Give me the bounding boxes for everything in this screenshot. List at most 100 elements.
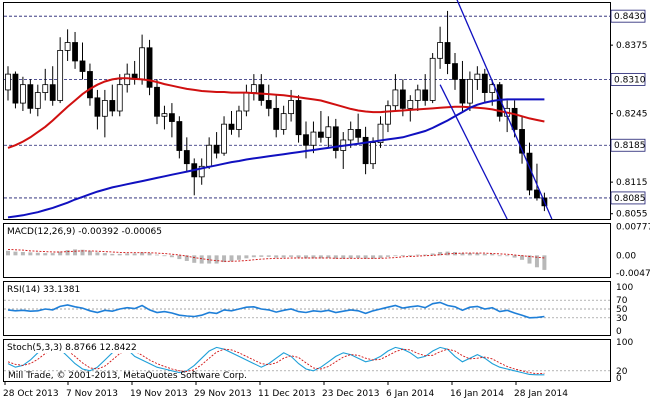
macd-bar bbox=[80, 249, 85, 256]
candle-body bbox=[295, 100, 302, 136]
macd-bar bbox=[534, 255, 539, 268]
candle-body bbox=[385, 105, 391, 125]
candle-body bbox=[474, 73, 481, 80]
macd-bar bbox=[296, 255, 301, 258]
candle-body bbox=[176, 121, 183, 151]
candle-body bbox=[168, 113, 175, 122]
macd-bar bbox=[423, 254, 428, 256]
candle-body bbox=[236, 110, 242, 130]
macd-bar bbox=[251, 255, 256, 258]
rsi-line bbox=[7, 301, 545, 319]
candle-body bbox=[534, 189, 540, 199]
candle-body bbox=[27, 84, 34, 109]
candle-body bbox=[519, 129, 525, 154]
macd-bar bbox=[266, 255, 271, 257]
candle-body bbox=[109, 100, 116, 112]
candle-body bbox=[317, 131, 324, 138]
macd-bar bbox=[512, 255, 517, 258]
candle-body bbox=[429, 57, 436, 101]
x-tick-label: 6 Jan 2014 bbox=[386, 389, 434, 399]
channel-lower-line bbox=[439, 84, 508, 220]
candle-body bbox=[213, 144, 220, 154]
macd-bar bbox=[95, 252, 100, 256]
macd-layer bbox=[6, 248, 547, 270]
macd-bar bbox=[527, 255, 532, 264]
macd-bar bbox=[192, 255, 197, 263]
macd-bar bbox=[371, 255, 376, 259]
candle-body bbox=[34, 92, 41, 109]
candle-body bbox=[250, 84, 257, 93]
macd-bar bbox=[304, 255, 308, 259]
macd-bar bbox=[229, 255, 234, 262]
macd-bar bbox=[326, 255, 331, 258]
macd-bar bbox=[58, 251, 63, 256]
macd-bar bbox=[244, 255, 249, 259]
macd-bar bbox=[50, 253, 55, 256]
price-box bbox=[610, 72, 646, 86]
candle-body bbox=[161, 113, 168, 117]
rsi-label: RSI(14) 33.1381 bbox=[7, 285, 80, 295]
macd-bar bbox=[102, 253, 107, 256]
macd-bar bbox=[281, 255, 286, 258]
macd-bar bbox=[393, 255, 398, 257]
candle-body bbox=[280, 113, 287, 130]
main-tick-label: 0.8115 bbox=[616, 178, 648, 188]
candle-body bbox=[198, 165, 205, 178]
candle-body bbox=[87, 71, 93, 99]
candle-body bbox=[437, 42, 444, 59]
candle-body bbox=[116, 84, 123, 112]
candle-body bbox=[221, 123, 227, 154]
candle-body bbox=[362, 136, 369, 165]
stoch-layer bbox=[4, 345, 610, 376]
main-chart-layer bbox=[4, 0, 610, 220]
candle-body bbox=[64, 42, 71, 51]
candle-body bbox=[49, 84, 56, 101]
candle-body bbox=[94, 97, 101, 117]
price-box-label: 0.8185 bbox=[614, 141, 646, 151]
macd-tick-label: -0.0047 bbox=[616, 269, 650, 279]
macd-bar bbox=[356, 255, 361, 258]
rsi-panel bbox=[3, 281, 611, 336]
candle-body bbox=[466, 78, 473, 104]
price-box-label: 0.8310 bbox=[614, 75, 646, 85]
macd-bar bbox=[542, 255, 547, 270]
price-box-label: 0.8430 bbox=[614, 12, 646, 22]
macd-bar bbox=[65, 250, 70, 256]
macd-bar bbox=[482, 253, 487, 256]
macd-bar bbox=[415, 254, 420, 256]
stoch-label: Stoch(5,3,3) 8.8766 12.8422 bbox=[7, 343, 137, 353]
macd-bar bbox=[13, 251, 18, 256]
macd-bar bbox=[430, 253, 435, 256]
axis-labels-layer: 0.8375 0.8245 0.8115 0.8055 0.8430 0.8310 0.81… bbox=[3, 9, 650, 399]
macd-bar bbox=[363, 255, 368, 259]
price-box bbox=[610, 191, 646, 205]
macd-bar bbox=[289, 255, 294, 257]
candle-body bbox=[139, 47, 146, 80]
macd-bar bbox=[259, 255, 264, 257]
candle-body bbox=[347, 129, 354, 141]
rsi-tick-label: 30 bbox=[616, 314, 628, 324]
macd-bar bbox=[311, 255, 316, 259]
candle-body bbox=[422, 89, 429, 101]
macd-bar bbox=[348, 255, 353, 259]
candle-body bbox=[228, 123, 235, 130]
macd-bar bbox=[132, 253, 137, 256]
x-tick-label: 11 Dec 2013 bbox=[258, 389, 316, 399]
macd-bar bbox=[43, 253, 48, 256]
x-tick-label: 7 Nov 2013 bbox=[66, 389, 118, 399]
macd-bar bbox=[520, 255, 525, 260]
x-tick-label: 23 Dec 2013 bbox=[322, 389, 380, 399]
rsi-tick-label: 70 bbox=[616, 296, 628, 306]
macd-signal-line bbox=[7, 248, 545, 262]
x-tick-label: 19 Nov 2013 bbox=[130, 389, 188, 399]
macd-bar bbox=[475, 253, 480, 256]
candle-body bbox=[444, 42, 451, 64]
candle-body bbox=[452, 63, 458, 80]
macd-label: MACD(12,26,9) -0.00392 -0.00065 bbox=[7, 227, 162, 237]
rsi-tick-label: 100 bbox=[616, 283, 633, 293]
moving-average-blue bbox=[7, 98, 545, 219]
macd-bar bbox=[385, 255, 390, 257]
macd-tick-label: 0.00 bbox=[616, 251, 636, 261]
